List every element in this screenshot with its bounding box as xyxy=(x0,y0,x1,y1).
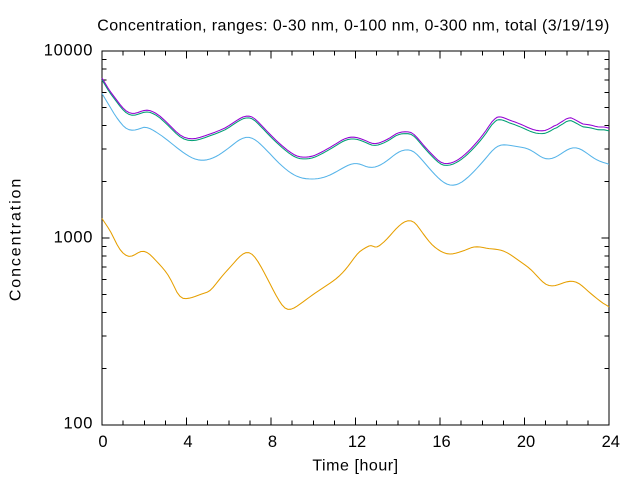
svg-text:100: 100 xyxy=(64,415,94,433)
svg-text:Concentration, ranges: 0-30 nm: Concentration, ranges: 0-30 nm, 0-100 nm… xyxy=(97,18,609,35)
svg-text:4: 4 xyxy=(183,433,192,451)
svg-text:Concentration: Concentration xyxy=(7,177,24,301)
svg-text:Time [hour]: Time [hour] xyxy=(312,457,398,474)
svg-text:10000: 10000 xyxy=(44,41,93,59)
svg-text:1000: 1000 xyxy=(54,229,94,247)
svg-text:24: 24 xyxy=(602,433,620,451)
svg-text:8: 8 xyxy=(268,433,277,451)
svg-text:20: 20 xyxy=(517,433,535,451)
svg-text:0: 0 xyxy=(98,433,107,451)
svg-text:16: 16 xyxy=(432,433,450,451)
svg-text:12: 12 xyxy=(348,433,366,451)
